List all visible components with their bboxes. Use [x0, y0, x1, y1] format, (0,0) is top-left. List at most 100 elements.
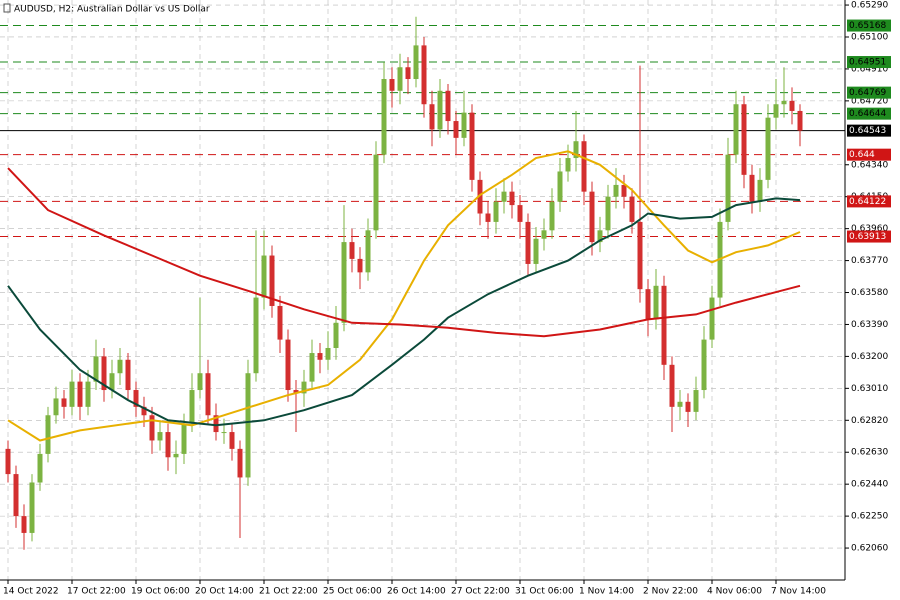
level-label: 0.64951 — [849, 58, 886, 68]
candle-body — [629, 196, 635, 222]
candle-body — [61, 398, 67, 407]
candle-body — [53, 398, 59, 416]
candle-body — [101, 356, 107, 391]
y-tick-label: 0.64720 — [851, 96, 888, 106]
candle-body — [421, 45, 427, 105]
candle-body — [693, 390, 699, 412]
candle-body — [69, 381, 75, 407]
candle-body — [653, 285, 659, 320]
y-tick-label: 0.62630 — [851, 448, 888, 458]
axis-labels: 0.65290 0.65100 0.64910 0.64720 0.64340 0.641… — [3, 1, 891, 597]
level-label: 0.64543 — [849, 126, 886, 136]
candle-body — [45, 415, 51, 454]
moving-average — [7, 197, 801, 427]
y-tick-label: 0.62060 — [851, 544, 888, 554]
candle-body — [205, 373, 211, 416]
symbol-icon — [3, 3, 11, 13]
moving-average — [7, 167, 801, 338]
candle-body — [501, 191, 507, 202]
candle-body — [77, 381, 83, 407]
candle-body — [781, 100, 787, 105]
level-label: 0.644 — [849, 150, 875, 160]
candle-body — [725, 154, 731, 222]
candle-body — [365, 230, 371, 273]
candle-body — [589, 191, 595, 243]
y-tick-label: 0.63770 — [851, 256, 888, 266]
candle-body — [397, 67, 403, 91]
candle-body — [637, 221, 643, 290]
y-tick-label: 0.65290 — [851, 1, 888, 11]
candle-body — [429, 104, 435, 130]
level-tag — [847, 195, 891, 208]
candle-body — [709, 297, 715, 340]
candle-body — [469, 112, 475, 180]
x-tick-label: 27 Oct 22:00 — [451, 587, 510, 597]
x-tick-label: 7 Nov 14:00 — [771, 587, 826, 597]
candle-body — [557, 171, 563, 202]
y-tick-label: 0.64340 — [851, 160, 888, 170]
candle-body — [149, 415, 155, 441]
level-label: 0.64769 — [849, 88, 886, 98]
x-tick-label: 19 Oct 06:00 — [131, 587, 190, 597]
grid — [0, 0, 845, 580]
candle-body — [13, 474, 19, 517]
candle-body — [125, 359, 131, 391]
candle-body — [661, 285, 667, 365]
candle-body — [437, 90, 443, 130]
plot — [5, 16, 803, 550]
candle-body — [413, 45, 419, 80]
candle-body — [253, 297, 259, 374]
candle-body — [109, 373, 115, 391]
candle-body — [197, 373, 203, 391]
candle-body — [517, 205, 523, 222]
candle-body — [93, 356, 99, 382]
x-tick-label: 17 Oct 22:00 — [67, 587, 126, 597]
candle-body — [229, 432, 235, 449]
candle-body — [325, 348, 331, 360]
candle-body — [389, 79, 395, 91]
candle-body — [453, 121, 459, 138]
level-tag — [847, 124, 891, 137]
candle-body — [317, 353, 323, 360]
y-tick-label: 0.63200 — [851, 352, 888, 362]
candle-body — [21, 516, 27, 533]
candle-body — [173, 453, 179, 458]
candle-body — [525, 221, 531, 264]
candle-body — [789, 100, 795, 111]
level-tag — [847, 86, 891, 99]
y-tick-label: 0.64910 — [851, 64, 888, 74]
candle-body — [357, 258, 363, 273]
candle-body — [749, 174, 755, 202]
candle-body — [333, 322, 339, 348]
level-tag — [847, 107, 891, 120]
candle-body — [181, 423, 187, 454]
candle-body — [261, 255, 267, 298]
candle-body — [477, 179, 483, 214]
candle-body — [645, 289, 651, 320]
candle-body — [757, 179, 763, 202]
candle-body — [133, 390, 139, 407]
chart-title: AUDUSD, H2: Australian Dollar vs US Doll… — [14, 5, 210, 15]
moving-average — [7, 150, 801, 442]
candle-body — [341, 242, 347, 323]
x-tick-label: 14 Oct 2022 — [3, 587, 59, 597]
y-tick-label: 0.62440 — [851, 480, 888, 490]
level-tag — [847, 148, 891, 161]
candle-body — [85, 381, 91, 407]
candle-body — [493, 201, 499, 222]
candle-body — [581, 141, 587, 192]
candle-body — [165, 432, 171, 458]
candle-body — [117, 359, 123, 374]
candle-body — [189, 390, 195, 424]
candle-body — [349, 242, 355, 259]
candle-body — [533, 238, 539, 264]
candle-body — [29, 482, 35, 533]
candle-body — [605, 196, 611, 231]
level-tag — [847, 230, 891, 243]
candle-body — [293, 390, 299, 394]
candle-body — [213, 415, 219, 433]
candle-body — [669, 364, 675, 407]
candle-body — [237, 448, 243, 478]
candle-body — [565, 158, 571, 172]
